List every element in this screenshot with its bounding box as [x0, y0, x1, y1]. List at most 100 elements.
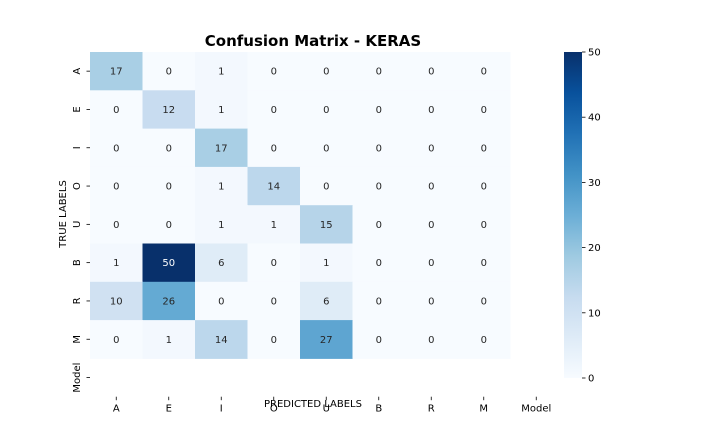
y-axis-label: TRUE LABELS: [58, 180, 69, 249]
cell-value-label: 10: [110, 296, 123, 307]
cell-value-label: 0: [113, 220, 119, 231]
y-tick-label: A: [72, 68, 83, 75]
heatmap-cell: [90, 128, 143, 168]
colorbar-tick-label: 40: [588, 113, 601, 124]
x-axis-ticks: A E I O U B R M Model: [113, 396, 551, 415]
heatmap-cell: [300, 128, 353, 168]
heatmap-cell: [457, 166, 511, 206]
cell-value-label: 0: [428, 335, 434, 346]
heatmap-cell: [300, 166, 353, 206]
y-tick-label: U: [72, 221, 83, 228]
cell-value-label: 0: [113, 335, 119, 346]
cell-value-label: 0: [323, 67, 329, 78]
cell-value-label: 0: [271, 143, 277, 154]
cell-value-label: 1: [218, 105, 224, 116]
heatmap-cell: [142, 128, 196, 168]
cell-value-label: 6: [218, 258, 224, 269]
cell-value-label: 0: [166, 182, 172, 193]
cell-value-label: 0: [323, 182, 329, 193]
cell-value-label: 0: [323, 143, 329, 154]
cell-value-label: 0: [428, 296, 434, 307]
heatmap-cell: [142, 205, 196, 244]
cell-value-label: 1: [218, 220, 224, 231]
cell-value-label: 0: [376, 258, 382, 269]
heatmap-cell: [405, 90, 458, 130]
cell-value-label: 0: [428, 67, 434, 78]
cell-value-label: 0: [428, 258, 434, 269]
heatmap-cell: [90, 243, 143, 283]
heatmap-cell: [457, 52, 511, 91]
heatmap-cell: [247, 205, 301, 244]
cell-value-label: 0: [376, 105, 382, 116]
heatmap-cell: [352, 128, 406, 168]
cell-value-label: 0: [481, 296, 487, 307]
cell-value-label: 1: [323, 258, 329, 269]
heatmap-cell: [195, 166, 248, 206]
heatmap-cell: [300, 281, 353, 321]
heatmap-cell: [142, 281, 196, 321]
cell-value-label: 50: [162, 258, 175, 269]
y-tick-label: B: [72, 259, 83, 266]
cell-value-label: 17: [110, 67, 123, 78]
heatmap-cell: [352, 320, 406, 359]
heatmap-cell: [90, 320, 143, 359]
cell-value-label: 0: [271, 296, 277, 307]
heatmap-cell: [405, 128, 458, 168]
heatmap-cell: [247, 128, 301, 168]
cell-value-label: 0: [113, 105, 119, 116]
cell-value-label: 0: [428, 220, 434, 231]
heatmap-cell: [457, 243, 511, 283]
heatmap-cell: [90, 166, 143, 206]
heatmap-cell: [457, 90, 511, 130]
cell-value-label: 0: [166, 143, 172, 154]
heatmap-cell: [352, 90, 406, 130]
heatmap-cell: [142, 320, 196, 359]
heatmap-cell: [195, 90, 248, 130]
x-tick-label: R: [428, 404, 435, 415]
cell-value-label: 0: [428, 105, 434, 116]
cell-value-label: 15: [320, 220, 333, 231]
cell-value-label: 0: [271, 258, 277, 269]
cell-value-label: 6: [323, 296, 329, 307]
cell-value-label: 27: [320, 335, 333, 346]
cell-value-label: 17: [215, 143, 228, 154]
cell-value-label: 0: [218, 296, 224, 307]
y-tick-label: M: [72, 335, 83, 344]
heatmap-cell: [195, 128, 248, 168]
y-axis-ticks: A E I O U B R M Model: [72, 68, 90, 393]
heatmap-cell: [247, 90, 301, 130]
cell-value-label: 0: [481, 220, 487, 231]
cell-value-label: 0: [481, 258, 487, 269]
colorbar-tick-label: 10: [588, 308, 601, 319]
heatmap-cell: [300, 90, 353, 130]
x-axis-label: PREDICTED LABELS: [264, 399, 362, 410]
heatmap-cell: [142, 52, 196, 91]
colorbar-tick-label: 0: [588, 374, 594, 385]
heatmap-cell: [352, 243, 406, 283]
heatmap-cell: [247, 166, 301, 206]
heatmap-cell: [300, 205, 353, 244]
cell-value-label: 0: [271, 67, 277, 78]
heatmap-cell: [405, 243, 458, 283]
cell-value-label: 0: [481, 105, 487, 116]
heatmap-cell: [352, 52, 406, 91]
heatmap-cell: [247, 281, 301, 321]
chart-title: Confusion Matrix - KERAS: [205, 32, 421, 50]
heatmap-cell: [405, 166, 458, 206]
x-tick-label: B: [375, 404, 382, 415]
y-tick-label: Model: [72, 363, 83, 393]
heatmap-cell: [457, 205, 511, 244]
colorbar-tick-label: 30: [588, 178, 601, 189]
cell-value-label: 1: [113, 258, 119, 269]
cell-value-label: 0: [376, 143, 382, 154]
cell-value-label: 0: [428, 143, 434, 154]
heatmap-cell: [247, 320, 301, 359]
cell-value-label: 0: [376, 220, 382, 231]
colorbar-tick-label: 50: [588, 48, 601, 59]
heatmap-cell: [247, 52, 301, 91]
cell-value-label: 1: [166, 335, 172, 346]
heatmap-cells: 17 0 1 0 0 0 0 00 12 1 0 0 0 0 00 0 17 0 0 0 0 00 0 1 14 0 0 0 00 0 1 1…: [90, 52, 511, 359]
cell-value-label: 0: [323, 105, 329, 116]
cell-value-label: 0: [481, 143, 487, 154]
